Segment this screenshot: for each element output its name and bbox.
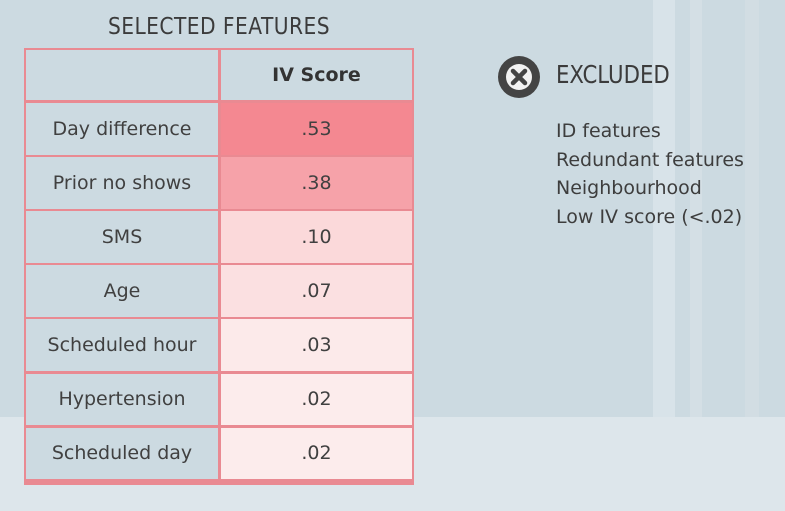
iv-score-cell: .53 — [221, 103, 412, 155]
feature-name-cell: Scheduled hour — [26, 319, 218, 371]
feature-name-cell: Day difference — [26, 103, 218, 155]
iv-score-table: IV Score Day difference .53 Prior no shows… — [24, 48, 414, 485]
iv-score-cell: .02 — [221, 428, 412, 480]
excluded-item: Redundant features — [556, 146, 744, 175]
feature-name-cell: Scheduled day — [26, 428, 218, 480]
close-circle-icon — [497, 55, 541, 99]
feature-name-cell: Hypertension — [26, 374, 218, 426]
excluded-title: EXCLUDED — [556, 60, 670, 89]
excluded-item: Low IV score (<.02) — [556, 203, 744, 232]
excluded-list: ID features Redundant features Neighbour… — [556, 117, 744, 231]
excluded-item: ID features — [556, 117, 744, 146]
excluded-item: Neighbourhood — [556, 174, 744, 203]
iv-score-cell: .07 — [221, 265, 412, 317]
header-empty-cell — [26, 50, 218, 100]
iv-score-cell: .38 — [221, 157, 412, 209]
iv-score-cell: .10 — [221, 211, 412, 263]
feature-name-cell: Age — [26, 265, 218, 317]
feature-name-cell: SMS — [26, 211, 218, 263]
iv-score-cell: .03 — [221, 319, 412, 371]
iv-score-cell: .02 — [221, 374, 412, 426]
table-title: SELECTED FEATURES — [47, 14, 390, 40]
header-iv-score: IV Score — [221, 50, 412, 100]
feature-name-cell: Prior no shows — [26, 157, 218, 209]
